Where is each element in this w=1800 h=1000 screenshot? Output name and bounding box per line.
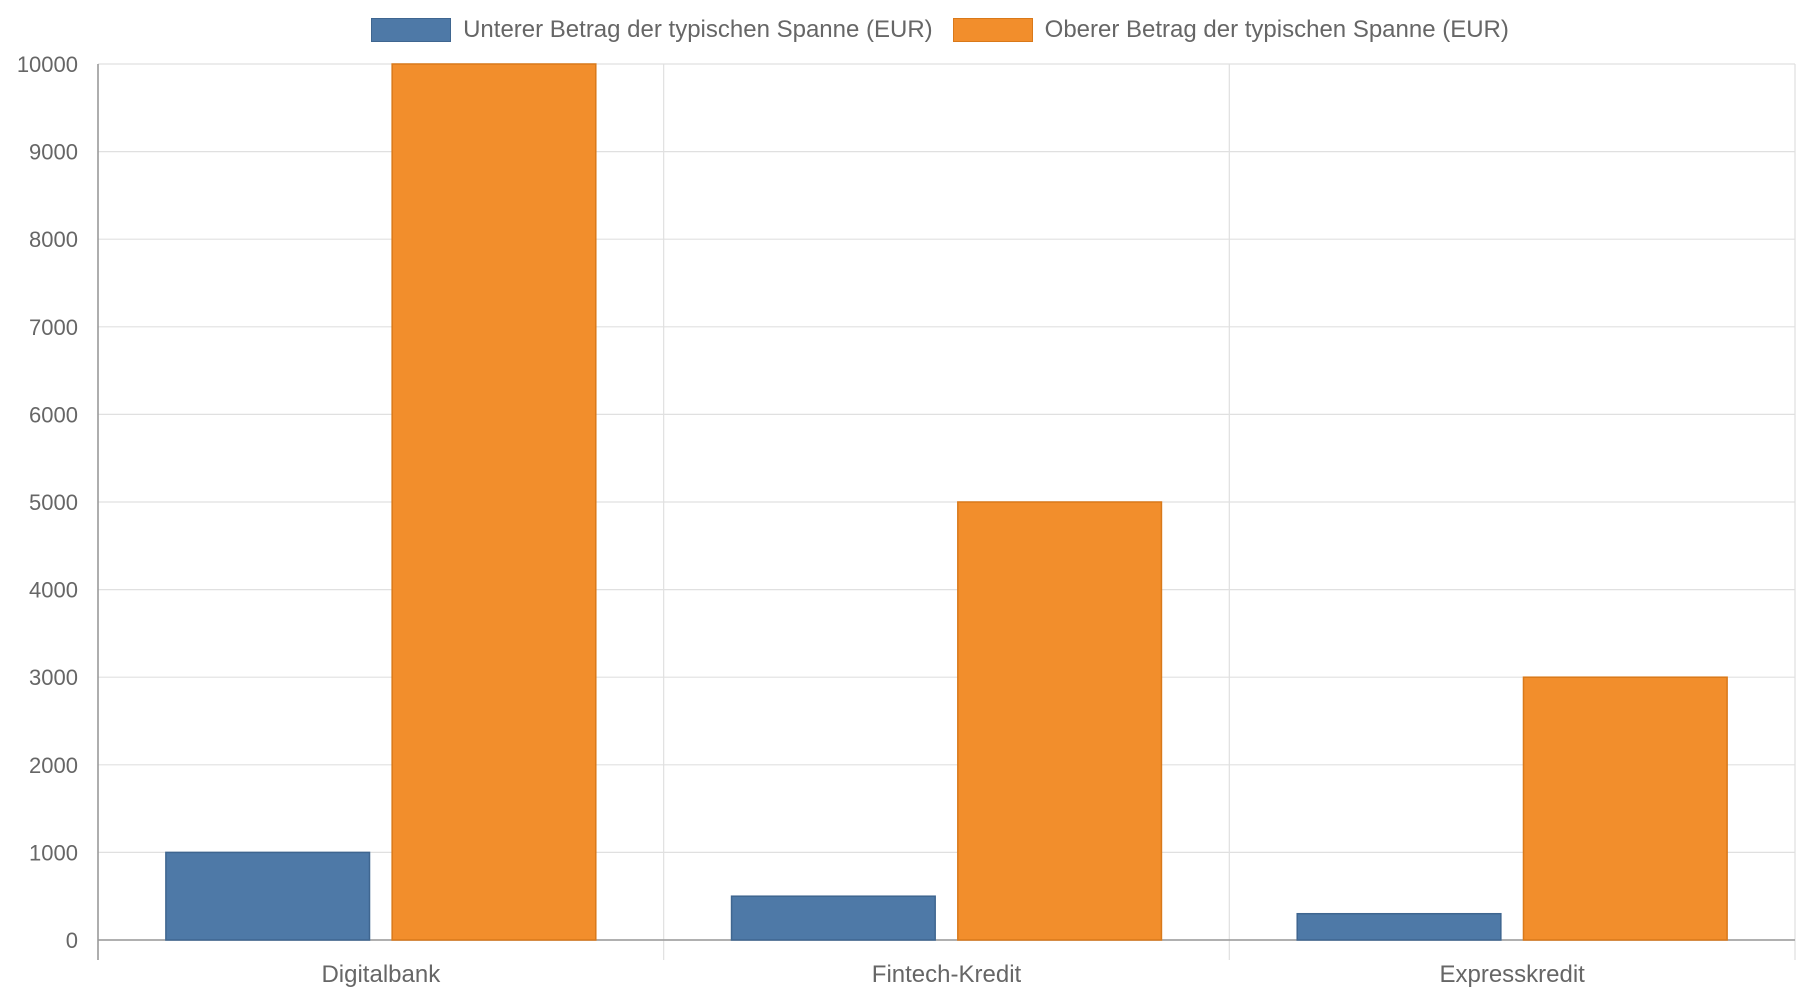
x-tick-label: Fintech-Kredit xyxy=(872,961,1022,988)
bar-lower-digitalbank xyxy=(165,851,371,941)
legend-label-upper: Oberer Betrag der typischen Spanne (EUR) xyxy=(1044,16,1509,43)
x-tick-label: Expresskredit xyxy=(1439,961,1585,988)
x-tick-label: Digitalbank xyxy=(321,961,441,988)
bar-upper-expresskredit xyxy=(1522,676,1728,941)
y-tick-label: 8000 xyxy=(29,227,78,252)
legend-swatch-lower xyxy=(371,18,452,42)
y-tick-label: 5000 xyxy=(29,490,78,515)
y-tick-label: 1000 xyxy=(29,840,78,865)
y-tick-label: 2000 xyxy=(29,753,78,778)
bar-lower-expresskredit xyxy=(1296,912,1502,941)
y-tick-label: 9000 xyxy=(29,140,78,165)
legend-swatch-upper xyxy=(952,18,1033,42)
y-tick-label: 4000 xyxy=(29,578,78,603)
bar-upper-digitalbank xyxy=(391,63,597,941)
bar-lower-fintech-kredit xyxy=(730,895,936,941)
y-tick-label: 7000 xyxy=(29,315,78,340)
legend-item-upper[interactable]: Oberer Betrag der typischen Spanne (EUR) xyxy=(952,16,1509,44)
y-tick-label: 6000 xyxy=(29,402,78,427)
legend-item-lower[interactable]: Unterer Betrag der typischen Spanne (EUR… xyxy=(371,16,933,44)
y-tick-label: 10000 xyxy=(17,52,78,77)
legend-label-lower: Unterer Betrag der typischen Spanne (EUR… xyxy=(463,16,933,43)
y-tick-label: 0 xyxy=(66,928,78,953)
chart-legend: Unterer Betrag der typischen Spanne (EUR… xyxy=(0,16,1800,44)
bar-upper-fintech-kredit xyxy=(957,501,1163,941)
y-tick-label: 3000 xyxy=(29,665,78,690)
